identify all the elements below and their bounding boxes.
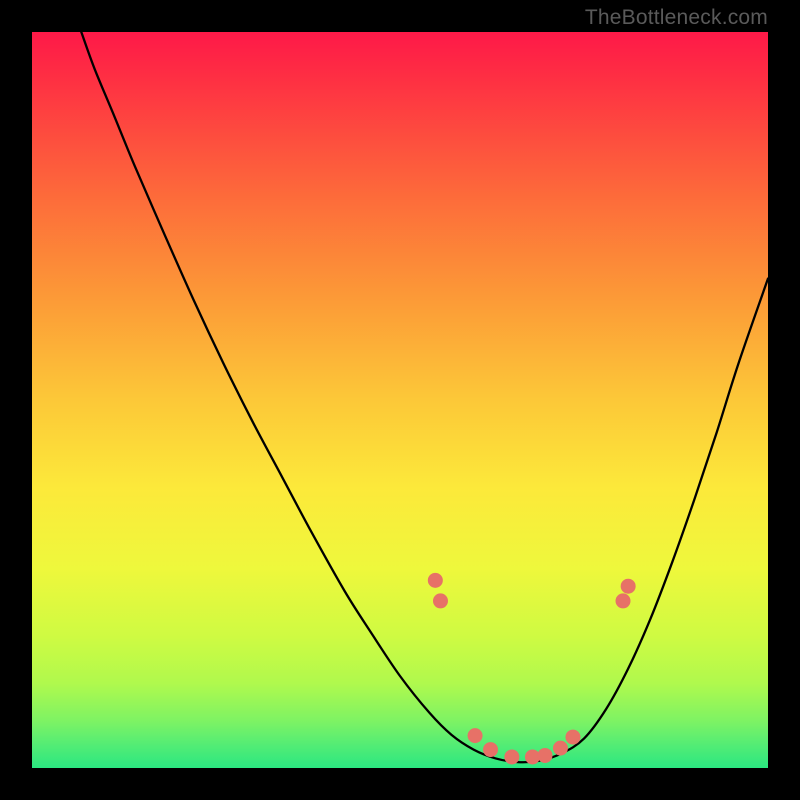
marker-dot bbox=[433, 593, 448, 608]
gradient-background bbox=[32, 32, 768, 768]
marker-dot bbox=[428, 573, 443, 588]
marker-dot bbox=[553, 741, 568, 756]
marker-dot bbox=[468, 728, 483, 743]
watermark-text: TheBottleneck.com bbox=[585, 6, 768, 30]
marker-dot bbox=[565, 730, 580, 745]
bottleneck-chart bbox=[32, 32, 768, 768]
plot-area bbox=[32, 32, 768, 768]
chart-svg bbox=[32, 32, 768, 768]
marker-dot bbox=[621, 579, 636, 594]
marker-dot bbox=[483, 742, 498, 757]
marker-dot bbox=[537, 748, 552, 763]
marker-dot bbox=[616, 593, 631, 608]
marker-dot bbox=[504, 749, 519, 764]
